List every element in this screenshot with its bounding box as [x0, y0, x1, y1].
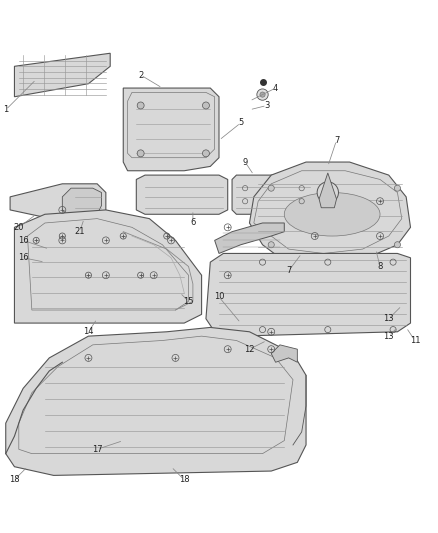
Text: 13: 13 [383, 332, 394, 341]
Text: 20: 20 [14, 223, 24, 232]
Circle shape [394, 241, 400, 248]
Polygon shape [250, 162, 410, 262]
Circle shape [137, 150, 144, 157]
Circle shape [202, 150, 209, 157]
Polygon shape [14, 210, 201, 323]
Polygon shape [14, 53, 110, 97]
Polygon shape [215, 223, 284, 254]
Text: 2: 2 [138, 70, 143, 79]
Text: 10: 10 [214, 293, 224, 302]
Circle shape [137, 102, 144, 109]
Text: 4: 4 [273, 84, 278, 93]
Circle shape [202, 102, 209, 109]
Text: 13: 13 [383, 314, 394, 323]
Text: 16: 16 [18, 236, 28, 245]
Polygon shape [319, 173, 336, 208]
Text: 17: 17 [92, 445, 102, 454]
Text: 16: 16 [18, 253, 28, 262]
Text: 7: 7 [286, 266, 291, 276]
Polygon shape [136, 175, 228, 214]
Text: 8: 8 [378, 262, 383, 271]
Polygon shape [10, 184, 106, 223]
Text: 18: 18 [179, 475, 190, 484]
Ellipse shape [284, 192, 380, 236]
Text: 7: 7 [334, 136, 339, 145]
Polygon shape [271, 345, 297, 362]
Polygon shape [206, 254, 410, 336]
Circle shape [394, 185, 400, 191]
Text: 18: 18 [9, 475, 20, 484]
Circle shape [260, 92, 265, 97]
Circle shape [268, 185, 274, 191]
Circle shape [257, 89, 268, 100]
Text: 5: 5 [238, 118, 244, 127]
Polygon shape [6, 327, 306, 475]
Text: 9: 9 [243, 158, 248, 166]
Text: 1: 1 [3, 106, 8, 114]
Text: 21: 21 [74, 227, 85, 236]
Text: 12: 12 [244, 345, 255, 354]
Text: 11: 11 [410, 336, 420, 345]
Circle shape [317, 182, 339, 203]
Text: 15: 15 [183, 297, 194, 306]
Polygon shape [62, 188, 102, 219]
Text: 14: 14 [83, 327, 94, 336]
Circle shape [268, 241, 274, 248]
Text: 6: 6 [190, 219, 196, 228]
Polygon shape [123, 88, 219, 171]
Text: 3: 3 [264, 101, 269, 110]
Polygon shape [232, 175, 315, 214]
